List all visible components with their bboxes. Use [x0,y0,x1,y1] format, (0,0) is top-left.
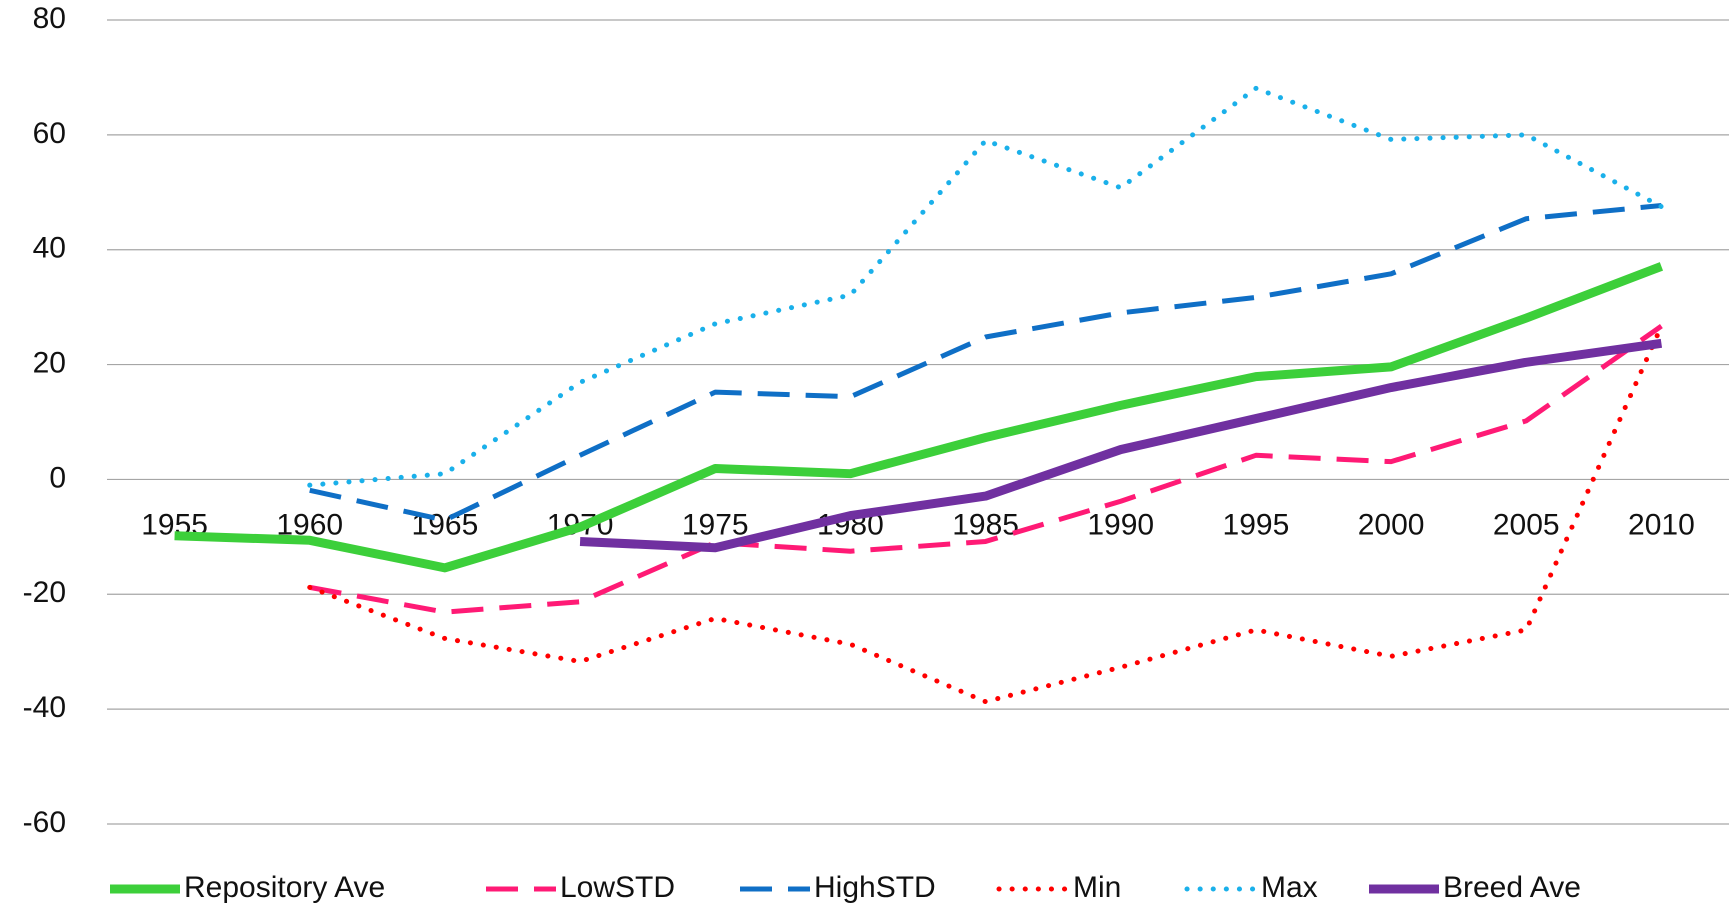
legend-label: Min [1073,871,1121,904]
series-line [307,323,1664,705]
x-tick-label: 2005 [1493,508,1560,541]
series-line [174,262,1664,573]
y-tick-label: -40 [23,691,66,724]
x-tick-label: 1990 [1087,508,1154,541]
series-line [579,338,1663,553]
x-tick-label: 2010 [1628,508,1695,541]
y-tick-label: 0 [49,461,66,494]
y-tick-label: 20 [33,346,66,379]
x-tick-label: 1995 [1223,508,1290,541]
y-tick-label: 60 [33,117,66,150]
legend-label: Repository Ave [184,871,385,904]
y-tick-label: 40 [33,232,66,265]
legend-label: Breed Ave [1443,871,1581,904]
y-tick-label: 80 [33,2,66,35]
legend-label: LowSTD [560,871,675,904]
y-tick-label: -20 [23,576,66,609]
legend-label: HighSTD [814,871,936,904]
series-line [307,85,1664,488]
series-line [309,203,1662,523]
x-tick-label: 1975 [682,508,749,541]
x-tick-label: 2000 [1358,508,1425,541]
series-line [309,324,1663,615]
x-tick-label: 1985 [952,508,1019,541]
legend-label: Max [1261,871,1318,904]
y-tick-label: -60 [23,806,66,839]
